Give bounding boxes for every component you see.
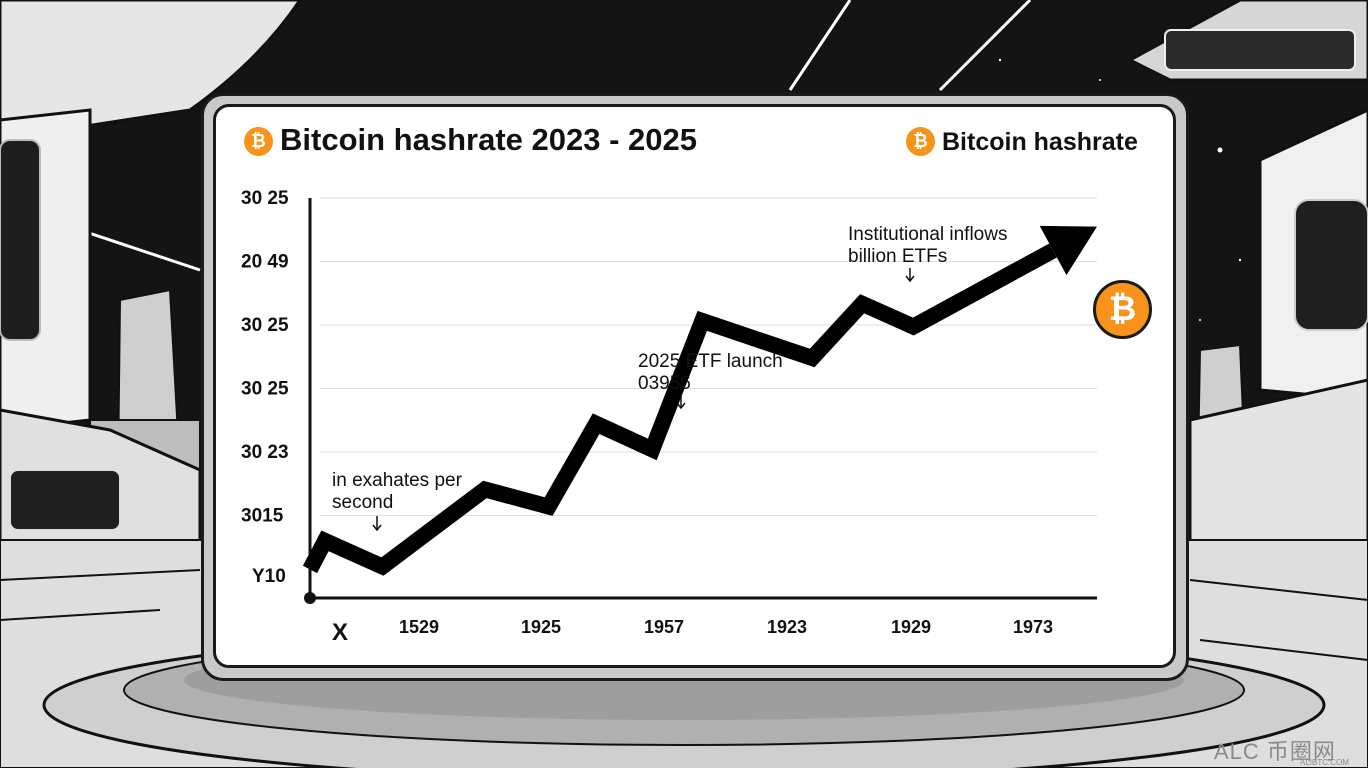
x-tick-label: 1973 <box>1013 617 1053 637</box>
annotation-text: second <box>332 492 393 513</box>
light-streaks <box>79 0 1032 272</box>
series-arrowhead <box>1039 225 1097 276</box>
y-tick-label: 20 49 <box>241 252 289 273</box>
y-tick-label: 30 23 <box>241 442 289 463</box>
y-axis-label: Y10 <box>252 566 286 587</box>
legend-bitcoin-icon: ₿ <box>906 127 935 156</box>
y-tick-label: 30 25 <box>241 188 289 209</box>
y-tick-labels: 30 25 20 49 30 25 30 25 30 23 3015 <box>241 188 289 527</box>
y-tick-label: 3015 <box>241 506 284 527</box>
series-hashrate <box>302 225 1097 576</box>
x-axis-label: X <box>332 619 348 646</box>
y-tick-label: 30 25 <box>241 315 289 336</box>
bitcoin-coin-icon: ₿ <box>1093 280 1152 339</box>
annotation-text: 03956 <box>638 373 691 394</box>
y-tick-label: 30 25 <box>241 379 289 400</box>
annotation-arrowhead <box>676 402 686 410</box>
watermark: ALC 币圈网 <box>1214 739 1336 764</box>
desk-right <box>1188 378 1368 572</box>
annotation-text: in exahates per <box>332 470 463 491</box>
x-tick-label: 1923 <box>767 617 807 637</box>
x-tick-label: 1957 <box>644 617 684 637</box>
annotation-text: billion ETFs <box>848 246 947 267</box>
annotation-text: 2025 ETF launch <box>638 351 783 372</box>
watermark-subtext: ALIBTC.COM <box>1300 758 1349 767</box>
legend-label: Bitcoin hashrate <box>942 128 1138 156</box>
series-line <box>302 243 1057 576</box>
annotation-arrowhead <box>372 524 382 532</box>
axis-origin <box>304 592 316 604</box>
x-tick-label: 1529 <box>399 617 439 637</box>
x-tick-label: 1929 <box>891 617 931 637</box>
chart-title: Bitcoin hashrate 2023 - 2025 <box>280 122 697 157</box>
x-tick-label: 1925 <box>521 617 561 637</box>
bitcoin-icon: ₿ <box>244 127 273 156</box>
annotation-text: Institutional inflows <box>848 224 1007 245</box>
annotation-arrowhead <box>905 275 915 283</box>
x-tick-labels: 1529 1925 1957 1923 1929 1973 <box>399 617 1053 637</box>
ceiling-left <box>0 0 302 132</box>
